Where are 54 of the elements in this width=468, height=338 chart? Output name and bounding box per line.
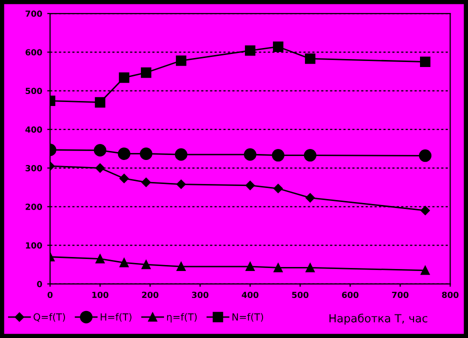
- point: [244, 148, 256, 161]
- point: [304, 54, 316, 64]
- x-tick-label: 100: [92, 292, 108, 298]
- point: [272, 42, 284, 52]
- point: [118, 147, 130, 160]
- x-axis-title: Наработка Т, час: [330, 314, 428, 325]
- point: [119, 174, 129, 184]
- point: [420, 56, 430, 68]
- point: [118, 72, 130, 83]
- legend-label: H=f(T): [100, 313, 132, 322]
- x-tick-label: 400: [242, 292, 258, 298]
- point: [306, 263, 315, 272]
- point: [96, 254, 105, 264]
- point: [274, 263, 283, 272]
- point: [95, 163, 105, 173]
- y-tick-label: 0: [37, 280, 42, 288]
- point: [174, 148, 188, 161]
- y-tick-label: 300: [26, 165, 42, 172]
- point: [420, 266, 430, 275]
- point: [176, 180, 186, 189]
- x-tick-label: 500: [292, 292, 308, 298]
- legend-label: η=f(T): [167, 313, 197, 322]
- point: [176, 262, 186, 272]
- point: [246, 262, 255, 272]
- x-tick-label: 300: [192, 292, 208, 298]
- y-tick-label: 400: [25, 126, 42, 133]
- point: [246, 180, 255, 190]
- legend-label: N=f(T): [232, 313, 264, 322]
- point: [120, 258, 129, 268]
- x-tick-label: 800: [442, 292, 459, 298]
- legend-label: Q=f(T): [34, 313, 65, 322]
- point: [176, 55, 186, 66]
- point: [94, 97, 106, 108]
- point: [304, 149, 316, 162]
- y-tick-label: 100: [26, 242, 42, 249]
- point: [272, 149, 284, 162]
- point: [274, 184, 283, 194]
- point: [244, 45, 256, 56]
- x-tick-label: 200: [142, 292, 158, 298]
- point: [94, 144, 106, 157]
- x-tick-label: 0: [48, 292, 53, 298]
- point: [141, 178, 151, 187]
- y-tick-label: 700: [26, 10, 42, 17]
- x-tick-label: 700: [392, 292, 408, 298]
- point: [306, 193, 315, 202]
- point: [142, 260, 151, 270]
- point: [140, 67, 152, 78]
- point: [140, 147, 152, 160]
- x-tick-label: 600: [342, 292, 358, 298]
- point: [418, 149, 432, 162]
- y-tick-label: 600: [26, 49, 42, 56]
- y-tick-label: 200: [26, 204, 42, 210]
- point: [420, 206, 430, 216]
- y-tick-label: 500: [26, 88, 42, 94]
